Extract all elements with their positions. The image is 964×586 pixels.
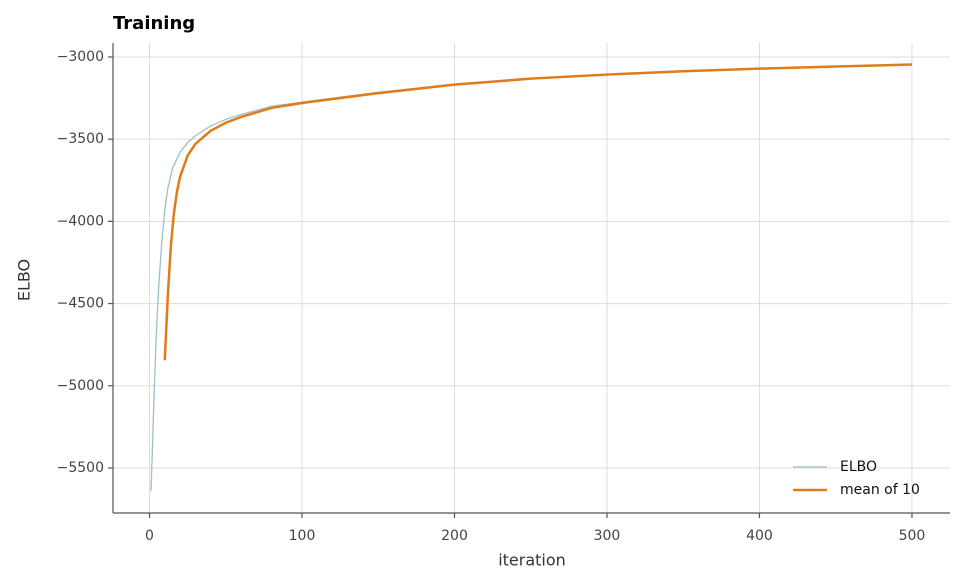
line-series: [150, 63, 912, 491]
y-tick-label: −4500: [57, 296, 104, 312]
x-axis-label: iteration: [498, 551, 566, 570]
x-tick-label: 200: [441, 528, 468, 544]
y-tick-label: −3000: [57, 49, 104, 65]
x-tick-label: 500: [899, 528, 926, 544]
y-axis-label: ELBO: [15, 259, 34, 301]
line-series: [163, 63, 912, 361]
y-tick-label: −4000: [57, 213, 104, 229]
y-tick-label: −3500: [57, 131, 104, 147]
chart-title: Training: [113, 13, 195, 34]
x-tick-label: 400: [746, 528, 773, 544]
legend-label: mean of 10: [840, 482, 920, 498]
legend-label: ELBO: [840, 459, 877, 475]
x-tick-label: 300: [594, 528, 621, 544]
x-tick-label: 0: [145, 528, 154, 544]
y-tick-label: −5500: [57, 460, 104, 476]
x-tick-label: 100: [289, 528, 316, 544]
y-tick-label: −5000: [57, 378, 104, 394]
